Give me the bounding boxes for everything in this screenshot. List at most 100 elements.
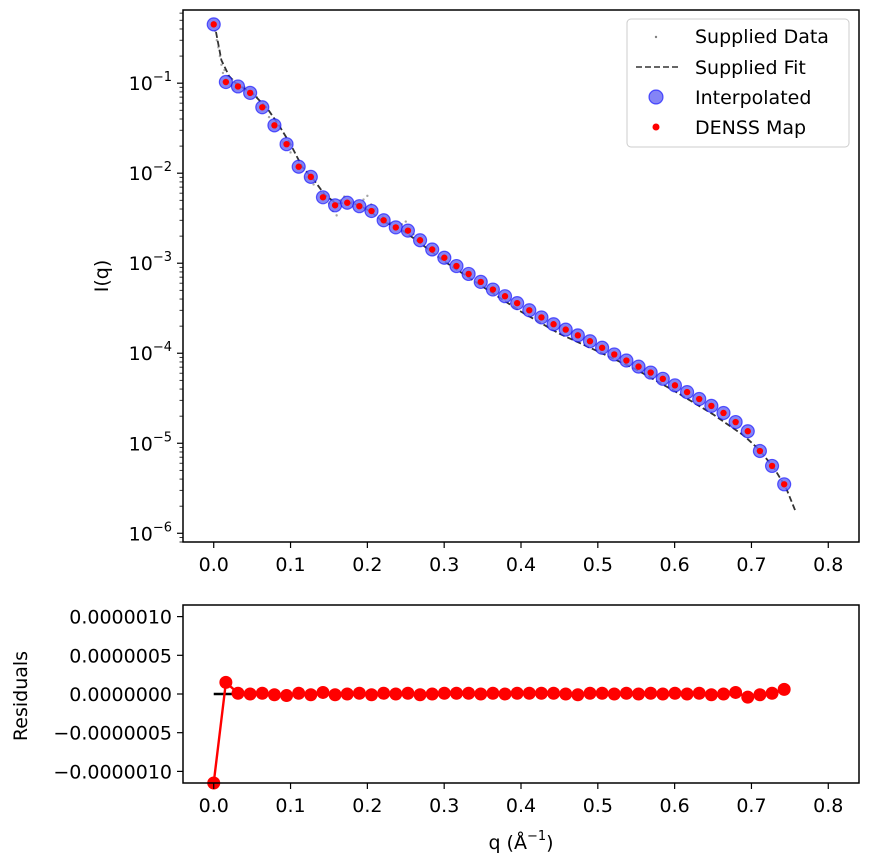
residual-point <box>365 688 379 702</box>
denss-map-point <box>562 326 569 333</box>
residual-point <box>777 682 791 696</box>
denss-map-point <box>513 299 521 307</box>
residual-point <box>340 687 354 701</box>
residual-point <box>328 688 342 702</box>
residual-point <box>219 675 233 689</box>
residual-point <box>668 686 682 700</box>
residual-point <box>449 686 463 700</box>
denss-map-point <box>586 338 594 345</box>
supplied-data-point <box>267 115 271 119</box>
residual-point <box>401 686 415 700</box>
residual-point <box>583 686 597 700</box>
supplied-data-point <box>404 220 407 223</box>
residual-point <box>522 686 536 700</box>
residuals-x-axis-label: q (Å−1) <box>488 829 553 854</box>
denss-map-point <box>501 293 509 300</box>
denss-map-point <box>574 332 582 339</box>
intensity-x-ticks: 0.0 0.1 0.2 0.3 0.4 0.5 0.6 0.7 0.8 <box>199 542 843 576</box>
denss-map-point <box>732 418 739 426</box>
residual-point <box>571 688 585 702</box>
y-tick-label: −0.0000005 <box>53 723 172 745</box>
denss-map-point <box>683 388 691 396</box>
x-tick-label: 0.6 <box>660 795 690 817</box>
denss-map-point <box>441 254 448 261</box>
denss-map-point <box>319 194 327 201</box>
legend-item-supplied-fit: Supplied Fit <box>636 57 806 79</box>
residuals-x-ticks: 0.0 0.1 0.2 0.3 0.4 0.5 0.6 0.7 0.8 <box>199 783 843 817</box>
residual-point <box>352 686 366 700</box>
denss-map-point <box>696 395 703 403</box>
x-tick-label: 0.5 <box>583 795 613 817</box>
legend-marker-supplied-data <box>654 35 658 39</box>
x-tick-label: 0.4 <box>506 795 536 817</box>
x-tick-label: 0.2 <box>352 554 382 576</box>
y-tick-label: 10−1 <box>129 70 172 95</box>
residual-point <box>498 687 512 701</box>
denss-map-point <box>708 402 715 410</box>
residual-point <box>632 687 646 701</box>
x-tick-label: 0.3 <box>429 554 459 576</box>
denss-map-point <box>598 344 606 351</box>
residual-point <box>437 686 451 700</box>
legend-label-denss-map: DENSS Map <box>695 117 806 139</box>
x-tick-label: 0.4 <box>506 554 536 576</box>
residual-point <box>534 686 548 700</box>
denss-map-point <box>246 89 254 97</box>
residual-point <box>595 686 609 700</box>
residual-point <box>292 686 306 700</box>
denss-map-point <box>477 278 484 286</box>
denss-map-point <box>259 104 266 111</box>
denss-map-point <box>404 227 412 234</box>
denss-map-point <box>453 262 460 270</box>
x-tick-label: 0.0 <box>199 795 229 817</box>
supplied-data-point <box>289 151 292 154</box>
legend-box <box>626 18 850 148</box>
denss-map-point <box>210 21 217 28</box>
x-tick-label: 0.1 <box>275 795 305 817</box>
denss-map-point <box>538 314 545 321</box>
denss-map-point <box>635 363 642 370</box>
residual-point <box>486 686 500 700</box>
x-tick-label: 0.8 <box>813 795 843 817</box>
residual-point <box>377 686 391 700</box>
x-tick-label: 0.2 <box>352 795 382 817</box>
x-tick-label: 0.3 <box>429 795 459 817</box>
y-tick-label: −0.0000010 <box>53 761 172 783</box>
denss-map-point <box>659 375 667 383</box>
legend-label-supplied-data: Supplied Data <box>695 26 829 48</box>
residual-point <box>413 688 427 702</box>
denss-map-point <box>271 122 278 129</box>
y-tick-label: 0.0000010 <box>69 607 172 629</box>
residual-point <box>316 685 330 699</box>
denss-map-point <box>780 481 788 488</box>
intensity-series-group <box>206 17 797 513</box>
x-tick-label: 0.1 <box>275 554 305 576</box>
intensity-y-ticks: 10−1 10−2 10−3 10−4 10−5 10−6 <box>129 12 183 545</box>
residuals-y-axis-label: Residuals <box>10 651 32 741</box>
y-tick-label: 10−2 <box>129 160 172 185</box>
legend-marker-denss-map <box>652 123 660 131</box>
denss-map-point <box>768 462 776 470</box>
denss-map-point <box>368 207 375 215</box>
denss-map-point <box>428 246 436 253</box>
residual-point <box>765 686 779 700</box>
supplied-fit-line <box>215 31 797 513</box>
supplied-data-point <box>220 63 223 67</box>
residual-point <box>644 686 658 700</box>
denss-map-point <box>465 270 472 278</box>
legend-marker-interpolated <box>648 89 664 105</box>
denss-map-point <box>756 447 764 455</box>
residual-point <box>304 688 318 702</box>
denss-map-point <box>344 199 351 206</box>
denss-map-point <box>331 202 339 209</box>
denss-map-point <box>416 237 424 244</box>
legend-item-interpolated: Interpolated <box>648 87 811 109</box>
residual-point <box>704 688 718 702</box>
residual-point <box>510 686 524 700</box>
legend-label-supplied-fit: Supplied Fit <box>695 57 806 79</box>
residual-point <box>474 687 488 701</box>
x-tick-label: 0.8 <box>813 554 843 576</box>
residual-point <box>716 687 730 701</box>
denss-map-point <box>222 78 230 86</box>
denss-map-point <box>623 357 630 364</box>
